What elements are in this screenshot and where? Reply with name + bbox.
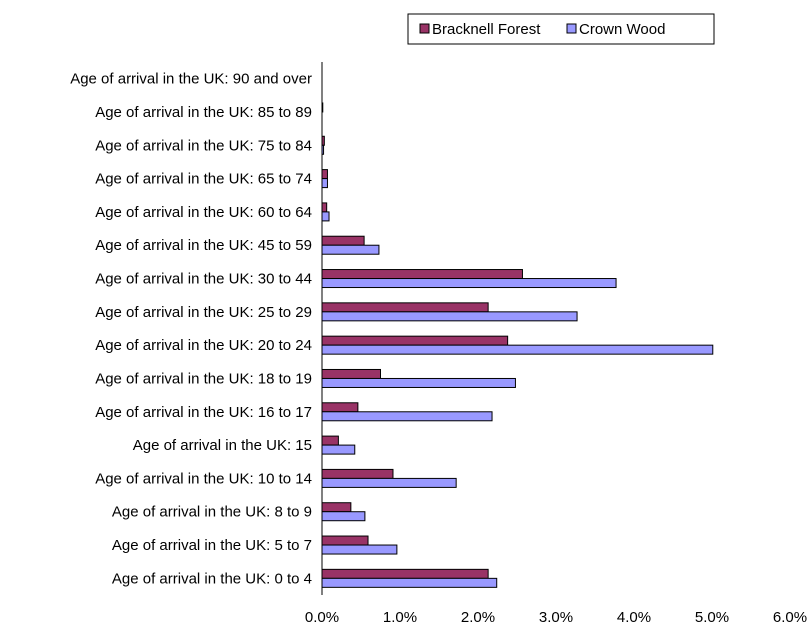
category-label: Age of arrival in the UK: 15 xyxy=(133,437,312,454)
bar-bracknell-forest xyxy=(321,169,328,180)
bar-crown-wood xyxy=(321,377,516,388)
bar-crown-wood xyxy=(321,477,457,488)
category-label: Age of arrival in the UK: 0 to 4 xyxy=(112,570,312,587)
category-label: Age of arrival in the UK: 25 to 29 xyxy=(95,304,312,321)
bar-bracknell-forest xyxy=(321,269,523,280)
category-label: Age of arrival in the UK: 85 to 89 xyxy=(95,104,312,121)
bar-bracknell-forest xyxy=(321,335,509,346)
legend: Bracknell Forest Crown Wood xyxy=(407,13,715,45)
category-labels: Age of arrival in the UK: 90 and over Age… xyxy=(70,71,312,588)
x-tick-label: 5.0% xyxy=(695,609,729,626)
category-label: Age of arrival in the UK: 90 and over xyxy=(70,71,312,88)
category-label: Age of arrival in the UK: 8 to 9 xyxy=(112,504,312,521)
bar-bracknell-forest xyxy=(321,302,489,313)
category-label: Age of arrival in the UK: 18 to 19 xyxy=(95,370,312,387)
bar-crown-wood xyxy=(321,344,714,355)
category-label: Age of arrival in the UK: 20 to 24 xyxy=(95,337,312,354)
category-label: Age of arrival in the UK: 16 to 17 xyxy=(95,404,312,421)
bar-bracknell-forest xyxy=(321,235,365,246)
bar-crown-wood xyxy=(321,511,366,522)
legend-box xyxy=(407,13,715,45)
x-tick-label: 3.0% xyxy=(539,609,573,626)
bar-crown-wood xyxy=(321,178,328,189)
x-tick-label: 0.0% xyxy=(305,609,339,626)
legend-label: Bracknell Forest xyxy=(432,21,541,38)
bar-bracknell-forest xyxy=(321,202,328,213)
bar-bracknell-forest xyxy=(321,468,394,479)
category-label: Age of arrival in the UK: 75 to 84 xyxy=(95,137,312,154)
x-tick-label: 4.0% xyxy=(617,609,651,626)
category-label: Age of arrival in the UK: 65 to 74 xyxy=(95,171,312,188)
legend-swatch xyxy=(419,23,430,34)
category-label: Age of arrival in the UK: 30 to 44 xyxy=(95,271,312,288)
legend-swatch xyxy=(566,23,577,34)
bar-crown-wood xyxy=(321,211,330,222)
category-label: Age of arrival in the UK: 10 to 14 xyxy=(95,470,312,487)
bar-crown-wood xyxy=(321,444,356,455)
bar-bracknell-forest xyxy=(321,568,489,579)
legend-label: Crown Wood xyxy=(579,21,665,38)
bar-crown-wood xyxy=(321,311,578,322)
category-label: Age of arrival in the UK: 60 to 64 xyxy=(95,204,312,221)
bar-bracknell-forest xyxy=(321,368,381,379)
x-tick-label: 2.0% xyxy=(461,609,495,626)
bar-crown-wood xyxy=(321,244,380,255)
x-tick-label: 1.0% xyxy=(383,609,417,626)
bar-bracknell-forest xyxy=(321,535,369,546)
bar-bracknell-forest xyxy=(321,435,339,446)
x-tick-label: 6.0% xyxy=(773,609,807,626)
bar-crown-wood xyxy=(321,411,493,422)
bar-crown-wood xyxy=(321,577,498,588)
bar-crown-wood xyxy=(321,544,398,555)
bar-bracknell-forest xyxy=(321,502,352,513)
category-label: Age of arrival in the UK: 5 to 7 xyxy=(112,537,312,554)
bar-bracknell-forest xyxy=(321,402,359,413)
category-label: Age of arrival in the UK: 45 to 59 xyxy=(95,237,312,254)
x-axis: 0.0% 1.0% 2.0% 3.0% 4.0% 5.0% 6.0% xyxy=(305,609,807,626)
bars-group xyxy=(321,102,714,588)
bar-crown-wood xyxy=(321,278,617,289)
